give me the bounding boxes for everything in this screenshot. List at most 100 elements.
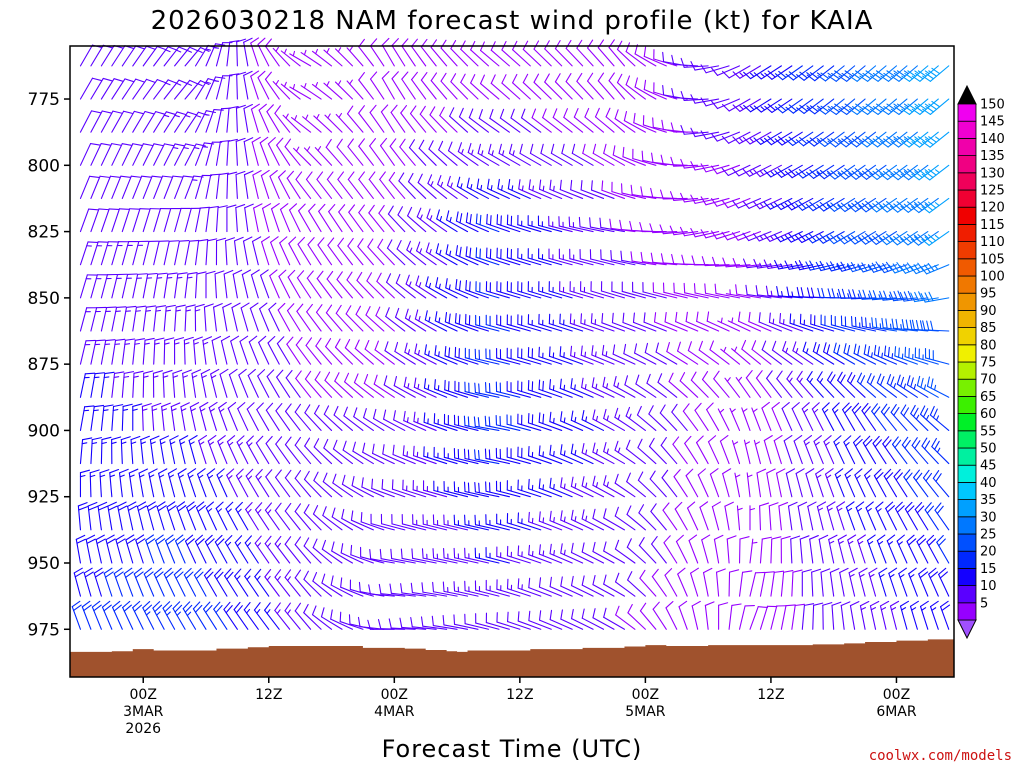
wind-barb [623,110,646,133]
wind-barb [635,374,657,398]
wind-barb [813,435,824,465]
wind-barb [103,567,114,597]
wind-barb [424,344,448,365]
wind-barb [719,435,730,465]
wind-barb [612,344,636,365]
wind-barb [345,305,364,332]
wind-barb [485,481,510,498]
wind-barb [627,603,646,630]
y-tick-label: 975 [28,620,60,640]
wind-barb [432,581,458,597]
colorbar-swatch [957,241,977,260]
wind-barb [100,404,114,431]
colorbar-label: 125 [980,184,1005,199]
wind-barb [206,468,218,498]
wind-barb [199,401,209,431]
wind-barb [822,602,833,630]
wind-barb [871,317,898,332]
wind-barb [372,408,395,431]
wind-barb [753,164,782,178]
wind-barb [713,370,730,398]
wind-barb [626,472,646,498]
wind-barb [390,104,406,133]
wind-barb [573,108,594,133]
wind-barb [591,345,615,365]
wind-barb [121,371,134,398]
wind-barb [537,215,563,233]
wind-barb [900,197,929,213]
wind-barb [738,570,753,597]
wind-barb [527,281,552,299]
wind-barb [142,79,167,100]
wind-barb [205,238,218,266]
wind-barb [268,302,280,332]
colorbar-swatch [957,464,977,483]
wind-barb [570,378,594,398]
wind-barb [474,481,500,498]
wind-barb [759,536,772,564]
wind-barb [153,337,165,365]
colorbar-swatch [957,189,977,208]
wind-barb [395,307,416,332]
wind-barb [304,370,322,398]
wind-barb [700,229,730,239]
wind-barb [685,468,699,498]
wind-barb [662,282,688,299]
wind-barb [455,279,479,299]
wind-barb [447,141,469,166]
wind-barb [475,247,500,266]
wind-barb [773,435,783,465]
wind-barb [411,71,427,100]
wind-barb [155,534,166,564]
wind-barb [826,371,845,398]
wind-barb [358,171,374,199]
wind-barb [696,311,720,332]
wind-barb [142,601,155,630]
wind-barb [496,513,521,531]
wind-barb [801,402,814,431]
wind-barb [581,509,605,531]
wind-barb [470,74,490,100]
wind-barb [753,65,782,80]
wind-barb [670,122,699,133]
wind-barb [527,413,552,431]
wind-barb [671,87,699,100]
wind-barb [445,278,469,299]
wind-barb [455,211,479,233]
wind-barb [90,208,109,233]
wind-barb [132,370,144,398]
wind-barb [446,175,469,199]
wind-barb [294,536,312,564]
wind-barb [121,273,138,299]
colorbar-swatch [957,137,977,156]
wind-barb [815,260,845,272]
x-tick-label: 6MAR [876,704,917,720]
wind-barb [611,181,636,199]
wind-barb [294,569,312,597]
wind-barb [153,79,178,100]
wind-barb [519,143,542,166]
wind-barb [721,197,751,209]
wind-barb [314,146,333,166]
y-tick-label: 850 [28,289,60,309]
wind-barb [601,180,626,199]
wind-barb [648,405,667,431]
wind-barb [421,548,448,564]
colorbar-label: 120 [980,201,1005,216]
wind-barb [900,404,918,431]
wind-barb [97,501,108,531]
wind-barb [921,231,950,246]
wind-barb [700,196,730,206]
wind-barb [174,175,194,199]
wind-barb [642,115,667,133]
wind-barb [507,611,531,630]
wind-barb [127,501,138,531]
wind-barb [473,416,500,431]
wind-barb [234,568,249,597]
wind-barb [763,435,773,465]
y-tick-label: 875 [28,355,60,375]
wind-barb [100,306,117,332]
colorbar-swatch [957,223,977,242]
wind-barb [761,401,772,431]
wind-barb [305,337,322,365]
